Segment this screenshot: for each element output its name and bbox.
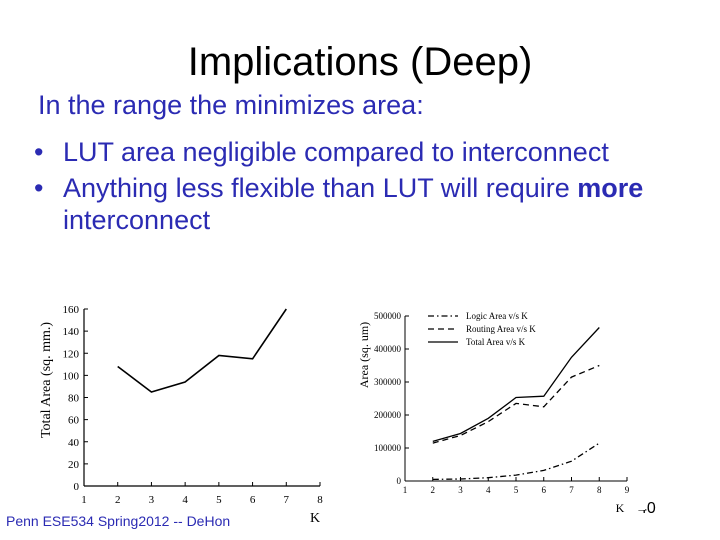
y-tick-label: 160 [63, 304, 80, 316]
legend-label: Logic Area v/s K [466, 311, 528, 321]
intro-text: In the range the minimizes area: [38, 90, 424, 120]
slide-title: Implications (Deep) [187, 40, 533, 84]
y-tick-label: 20 [68, 459, 80, 471]
bullet-text: LUT area negligible compared to intercon… [63, 137, 609, 167]
y-tick-label: 100 [63, 370, 80, 382]
x-tick-label: 7 [284, 494, 290, 506]
series-line [432, 442, 600, 481]
y-tick-label: 100000 [374, 443, 402, 453]
series-line [432, 327, 600, 443]
y-tick-label: 40 [68, 437, 80, 449]
chart-background [355, 300, 645, 510]
x-tick-label: 7 [569, 485, 574, 495]
y-tick-label: 400000 [374, 344, 402, 354]
y-tick-label: 500000 [374, 311, 402, 321]
footer-text: Penn ESE534 Spring2012 -- DeHon [6, 513, 231, 529]
x-axis-label: K [616, 501, 625, 515]
x-tick-label: 3 [458, 485, 463, 495]
x-tick-label: 4 [182, 494, 188, 506]
legend-label: Routing Area v/s K [466, 324, 536, 334]
bullet-bold-text: more [577, 173, 644, 203]
y-tick-label: 140 [63, 326, 80, 338]
y-tick-label: 200000 [374, 410, 402, 420]
bullet-item: LUT area negligible compared to intercon… [30, 136, 703, 168]
y-tick-label: 120 [63, 348, 80, 360]
y-tick-label: 0 [397, 476, 402, 486]
x-tick-label: 5 [216, 494, 222, 506]
x-tick-label: 1 [403, 485, 408, 495]
bullet-list: LUT area negligible compared to intercon… [30, 136, 703, 240]
x-tick-label: 8 [597, 485, 602, 495]
x-tick-label: 3 [149, 494, 155, 506]
x-tick-label: 2 [115, 494, 121, 506]
series-line [117, 308, 287, 393]
x-tick-label: 5 [514, 485, 519, 495]
bullet-text: Anything less flexible than LUT will req… [63, 173, 578, 203]
y-axis-label: Area (sq. um) [357, 322, 371, 388]
x-tick-label: 6 [542, 485, 547, 495]
y-axis-label: Total Area (sq. mm.) [39, 322, 54, 438]
y-tick-label: 80 [68, 393, 80, 405]
bullet-text: interconnect [63, 205, 211, 235]
x-tick-label: 6 [250, 494, 256, 506]
x-tick-label: 1 [81, 494, 87, 506]
x-tick-label: 9 [625, 485, 630, 495]
x-tick-label: 4 [486, 485, 491, 495]
y-tick-label: 300000 [374, 377, 402, 387]
bullet-item: Anything less flexible than LUT will req… [30, 172, 703, 236]
x-tick-label: 2 [431, 485, 436, 495]
legend-label: Total Area v/s K [466, 337, 526, 347]
x-axis-label: K [310, 511, 320, 526]
series-line [432, 364, 600, 444]
x-tick-label: 8 [317, 494, 323, 506]
y-tick-label: 60 [68, 415, 80, 427]
chart-background [26, 297, 326, 503]
y-tick-label: 0 [74, 481, 80, 493]
